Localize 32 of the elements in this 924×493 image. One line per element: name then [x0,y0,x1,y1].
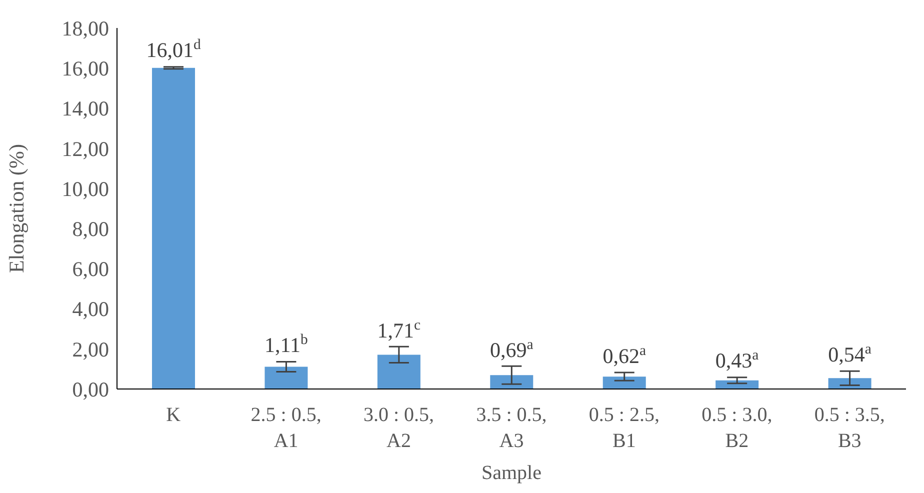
x-tick-label: 3.0 : 0.5, A2 [364,404,434,452]
data-label: 1,11$^{b}$ [264,332,308,358]
bar [264,366,308,389]
bar [152,68,195,389]
bar [490,375,534,389]
data-label: 0,43$^{a}$ [715,348,760,373]
data-label: 1,71$^{c}$ [377,317,422,342]
x-tick-label: 0.5 : 2.5, B1 [588,404,660,452]
y-tick-label: 10,00 [62,176,109,201]
bar [377,354,420,389]
data-label: 0,54$^{a}$ [828,342,872,367]
y-tick-label: 8,00 [72,217,109,242]
y-tick-label: 12,00 [62,136,109,161]
y-axis-title: Elongation (%) [4,144,28,273]
y-tick-label: 4,00 [72,297,109,322]
data-label: 0,69$^{a}$ [490,336,534,362]
bar [602,376,646,389]
x-tick-label: 3.5 : 0.5, A3 [476,404,547,452]
data-label: 0,62$^{a}$ [602,342,646,368]
bar [828,378,872,389]
y-tick-label: 0,00 [72,377,109,402]
data-label: 16,01$^{d}$ [146,36,202,62]
x-tick-label: 0.5 : 3.5, B3 [814,404,885,452]
x-tick-label: K [166,404,182,426]
y-tick-label: 18,00 [62,16,109,40]
y-tick-label: 2,00 [72,337,109,362]
y-tick-label: 14,00 [62,96,109,121]
x-tick-label: 0.5 : 3.0, B2 [702,404,772,452]
y-tick-label: 6,00 [72,257,109,282]
y-tick-label: 16,00 [62,56,109,81]
x-tick-label: 2.5 : 0.5, A1 [250,404,322,452]
x-axis-title: Sample [482,462,542,484]
